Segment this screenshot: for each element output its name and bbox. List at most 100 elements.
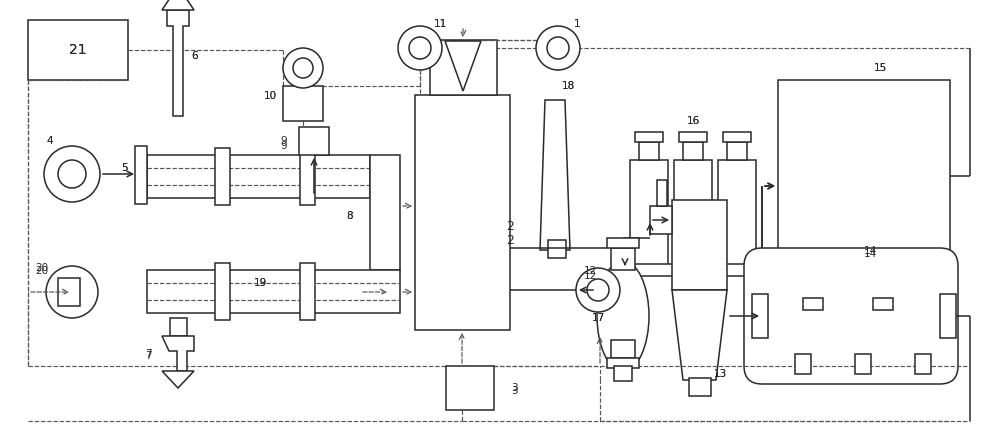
Text: 8: 8 — [347, 211, 353, 221]
Bar — [607, 238, 639, 248]
Text: 7: 7 — [145, 349, 151, 359]
Bar — [370, 155, 400, 270]
Bar — [299, 127, 329, 155]
Text: 5: 5 — [122, 163, 128, 173]
Text: 2: 2 — [506, 234, 514, 248]
Text: 18: 18 — [561, 81, 575, 91]
Text: 6: 6 — [192, 51, 198, 61]
Circle shape — [587, 279, 609, 301]
Bar — [650, 206, 672, 234]
Text: 1: 1 — [574, 19, 580, 29]
Polygon shape — [790, 250, 836, 300]
Text: 17: 17 — [591, 313, 605, 323]
Text: 5: 5 — [122, 163, 128, 173]
Text: 4: 4 — [47, 136, 53, 146]
Bar — [778, 80, 950, 250]
Bar — [795, 354, 811, 374]
Bar — [639, 142, 659, 160]
Text: 19: 19 — [253, 278, 267, 288]
Text: 9: 9 — [281, 136, 287, 146]
Circle shape — [398, 26, 442, 70]
Text: 10: 10 — [263, 91, 277, 101]
Circle shape — [536, 26, 580, 70]
Text: 12: 12 — [583, 266, 597, 276]
Bar — [657, 180, 667, 206]
Bar — [147, 155, 370, 198]
Bar — [635, 132, 663, 142]
Ellipse shape — [597, 261, 649, 371]
Text: 6: 6 — [192, 51, 198, 61]
Bar — [803, 298, 823, 310]
Bar — [446, 366, 494, 410]
Bar — [689, 378, 711, 396]
Bar — [430, 40, 497, 95]
Text: 19: 19 — [253, 278, 267, 288]
Bar — [915, 354, 931, 374]
Bar — [718, 160, 756, 266]
Bar — [672, 200, 727, 290]
Bar — [674, 160, 712, 266]
Text: 9: 9 — [281, 141, 287, 151]
Bar — [727, 142, 747, 160]
Bar — [300, 263, 315, 320]
Circle shape — [547, 37, 569, 59]
Text: 4: 4 — [47, 136, 53, 146]
Bar — [723, 132, 751, 142]
Circle shape — [44, 146, 100, 202]
Text: 8: 8 — [347, 211, 353, 221]
Text: 14: 14 — [863, 246, 877, 256]
Text: 10: 10 — [263, 91, 277, 101]
Bar — [300, 148, 315, 205]
Text: 11: 11 — [433, 19, 447, 29]
Circle shape — [576, 268, 620, 312]
Bar — [215, 263, 230, 320]
Text: 1: 1 — [574, 19, 580, 29]
Text: 13: 13 — [713, 369, 727, 379]
Bar — [630, 160, 668, 266]
Bar — [625, 264, 761, 276]
Polygon shape — [162, 336, 194, 371]
Circle shape — [283, 48, 323, 88]
Text: 17: 17 — [591, 313, 605, 323]
Text: 18: 18 — [561, 81, 575, 91]
Bar — [855, 354, 871, 374]
Bar — [415, 95, 510, 330]
Text: 3: 3 — [511, 386, 517, 396]
Bar — [683, 142, 703, 160]
Bar — [28, 20, 128, 80]
Polygon shape — [167, 10, 189, 116]
Polygon shape — [860, 250, 906, 300]
Bar — [752, 294, 768, 338]
Text: 15: 15 — [873, 63, 887, 73]
Circle shape — [293, 58, 313, 78]
Text: 20: 20 — [35, 263, 49, 273]
Bar — [607, 358, 639, 368]
Text: 13: 13 — [713, 369, 727, 379]
Text: 20: 20 — [35, 266, 49, 276]
Text: 21: 21 — [69, 43, 87, 57]
Bar — [679, 132, 707, 142]
Text: 12: 12 — [583, 271, 597, 281]
Bar — [611, 340, 635, 358]
Bar — [170, 318, 187, 336]
Polygon shape — [162, 371, 194, 388]
Bar — [873, 298, 893, 310]
Bar — [614, 366, 632, 381]
Bar — [611, 248, 635, 270]
Text: 7: 7 — [145, 351, 151, 361]
Text: 11: 11 — [433, 19, 447, 29]
Bar — [215, 148, 230, 205]
Bar — [147, 270, 400, 313]
Bar — [940, 294, 956, 338]
Bar — [135, 146, 147, 204]
Text: 16: 16 — [686, 116, 700, 126]
Polygon shape — [162, 0, 194, 10]
Text: 2: 2 — [506, 219, 514, 233]
Circle shape — [58, 160, 86, 188]
Bar — [58, 278, 80, 306]
Text: 15: 15 — [873, 63, 887, 73]
Bar — [283, 86, 323, 121]
Circle shape — [46, 266, 98, 318]
Text: 14: 14 — [863, 249, 877, 259]
Polygon shape — [672, 290, 727, 380]
